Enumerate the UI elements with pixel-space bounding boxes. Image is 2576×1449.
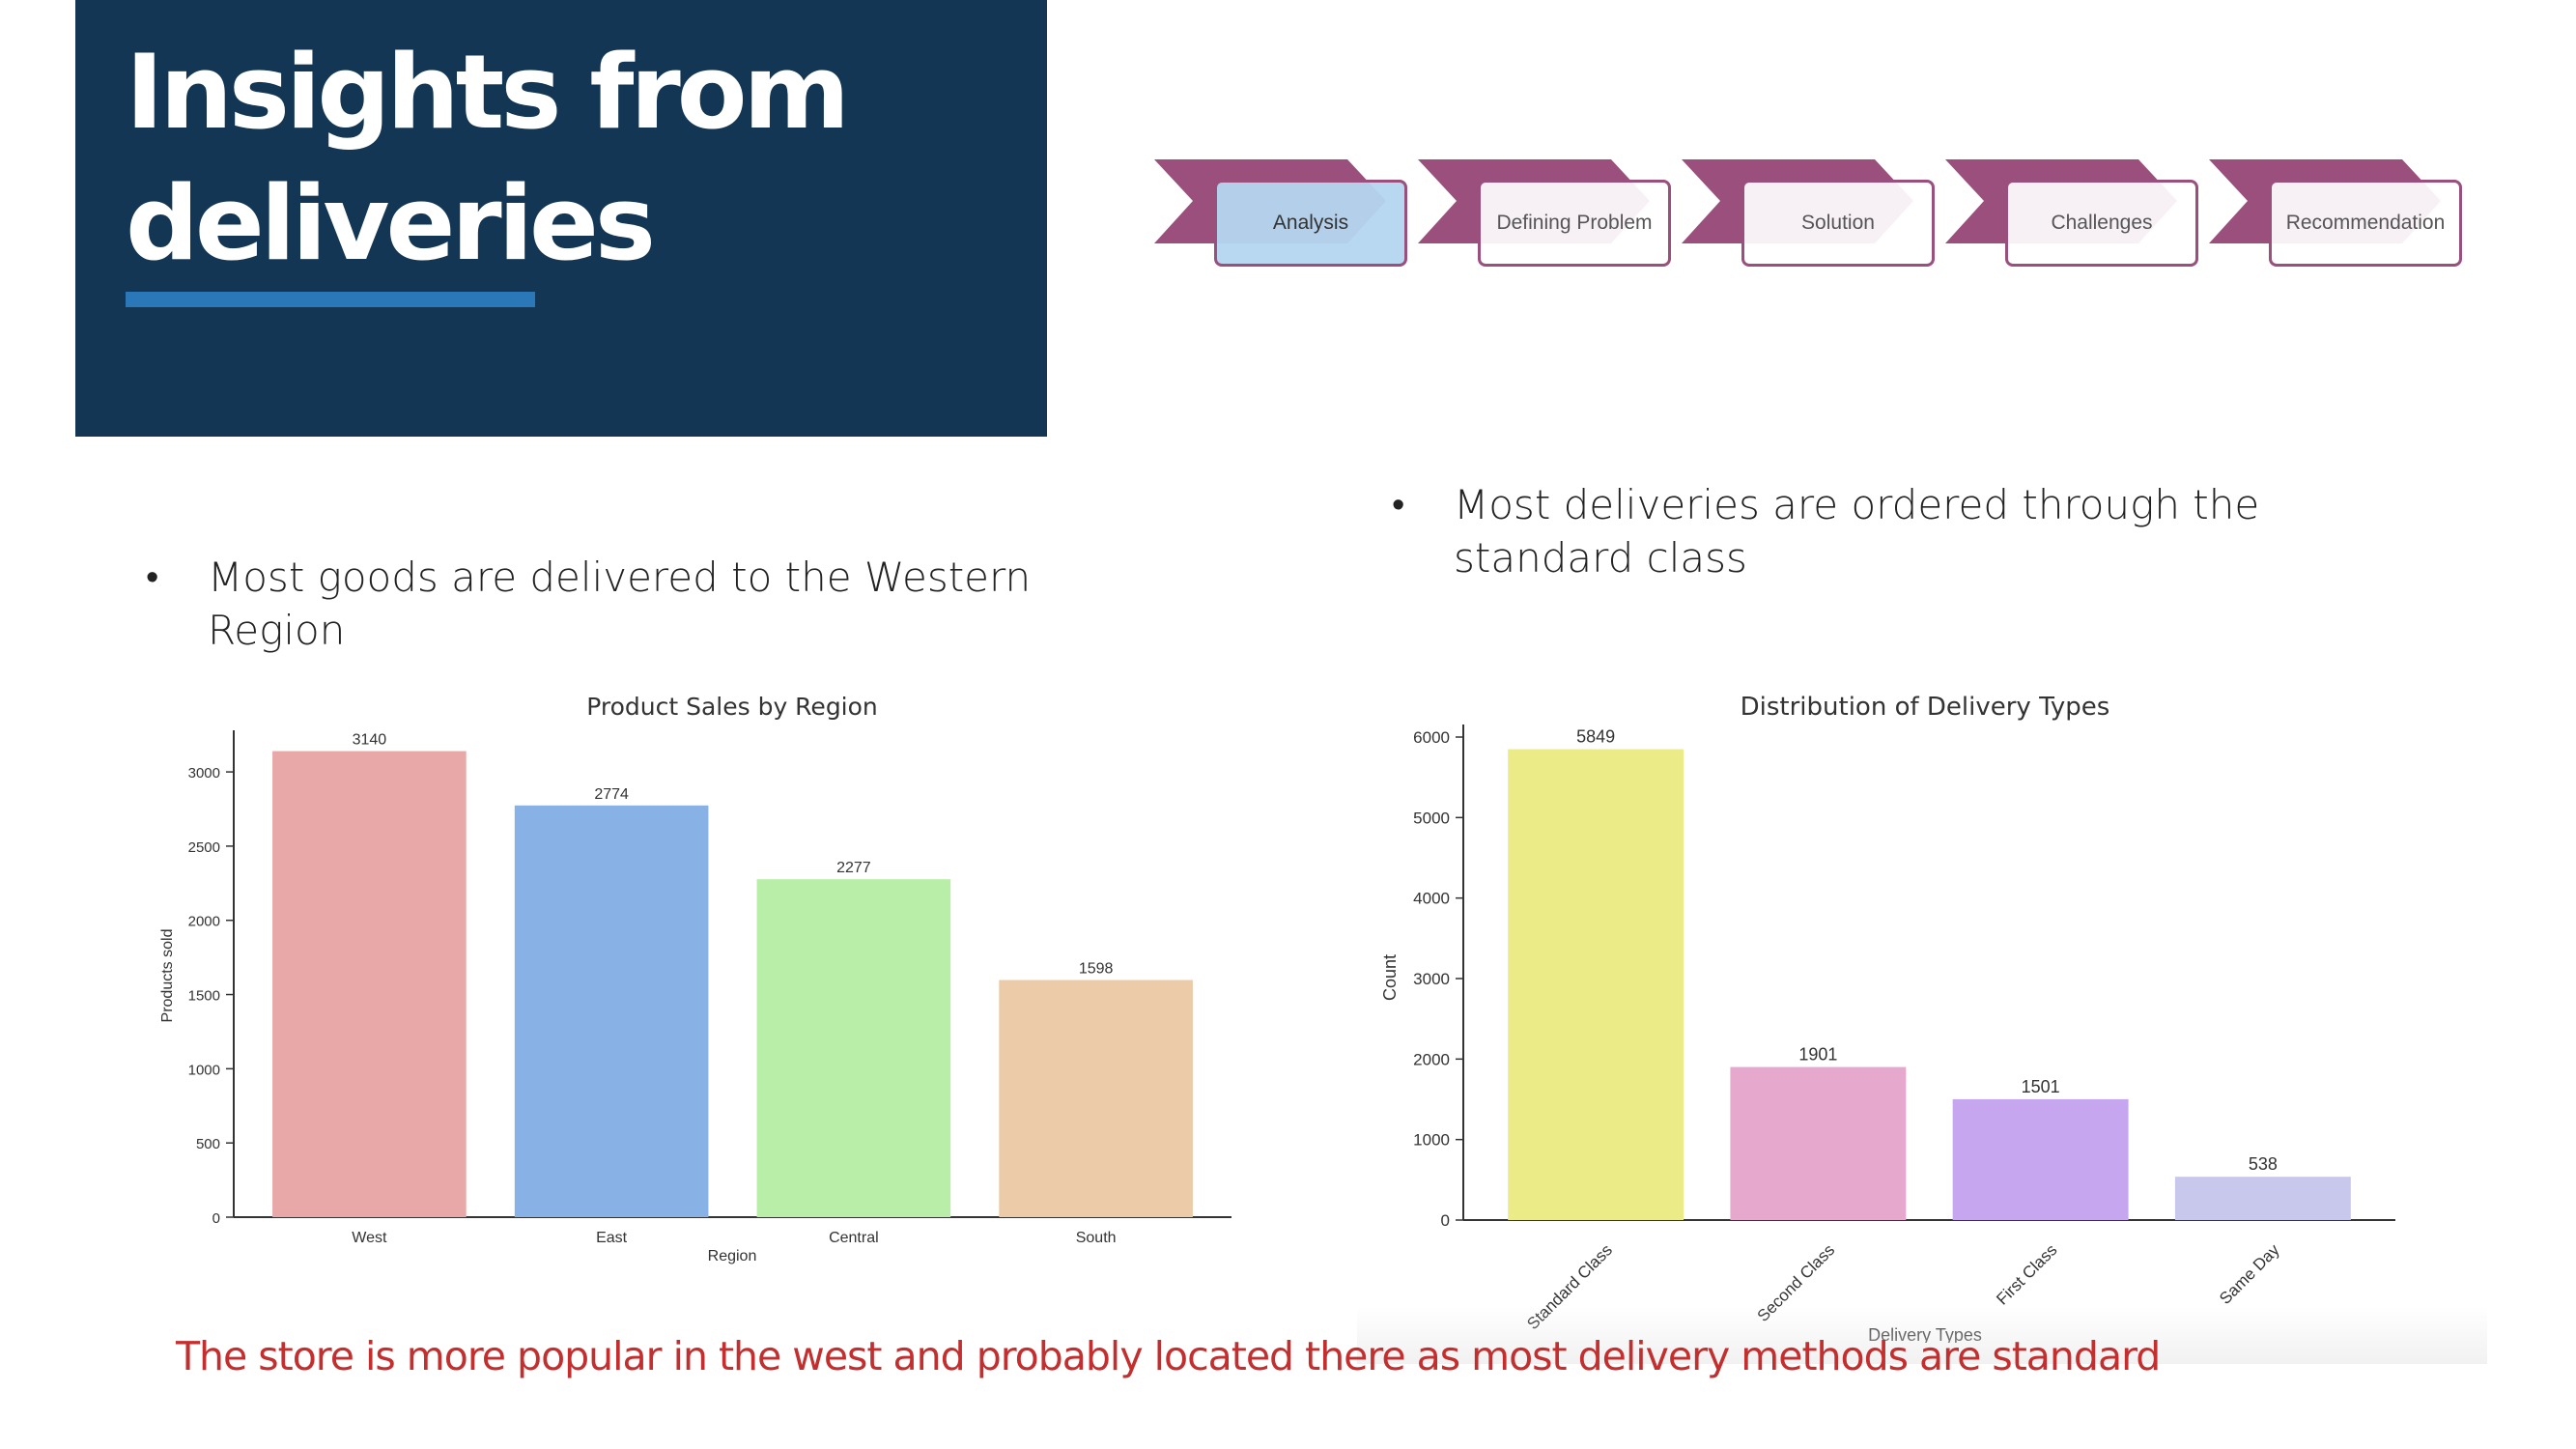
y-tick-label: 2500	[188, 839, 220, 856]
y-tick-label: 2000	[188, 914, 220, 930]
process-step: Solution	[1741, 180, 1935, 267]
bar-value-label: 5849	[1576, 727, 1615, 747]
process-step: Recommendation	[2269, 180, 2462, 267]
title-line-1: Insights from	[126, 33, 850, 152]
y-axis-label: Count	[1380, 954, 1400, 1001]
y-tick-label: 1000	[188, 1062, 220, 1078]
bullet-left-text: Most goods are delivered to the Western …	[208, 554, 1032, 654]
bar	[1508, 749, 1684, 1220]
bar	[2174, 1177, 2351, 1220]
y-tick-label: 500	[196, 1136, 220, 1152]
y-tick-label: 0	[1441, 1211, 1450, 1230]
x-tick-label: East	[596, 1230, 628, 1246]
bar-value-label: 3140	[353, 732, 387, 749]
y-tick-label: 3000	[1413, 970, 1450, 988]
x-tick-label: Central	[829, 1230, 879, 1246]
conclusion-text: The store is more popular in the west an…	[176, 1333, 2161, 1379]
title-banner: Insights from deliveries	[75, 0, 1047, 437]
bullet-right: • Most deliveries are ordered through th…	[1392, 478, 2323, 584]
y-axis-label: Products sold	[159, 929, 176, 1023]
bar-value-label: 538	[2249, 1154, 2278, 1174]
bullet-right-text: Most deliveries are ordered through the …	[1454, 481, 2260, 582]
title-underline	[126, 292, 535, 307]
x-tick-label: Same Day	[2216, 1240, 2283, 1308]
title-line-2: deliveries	[126, 164, 656, 283]
bar-value-label: 1901	[1798, 1045, 1837, 1065]
bar-value-label: 2277	[836, 860, 871, 876]
bar-value-label: 1501	[2022, 1077, 2060, 1096]
bar	[1952, 1098, 2129, 1220]
bar	[514, 805, 709, 1217]
bullet-dot: •	[1392, 483, 1405, 526]
chart-distribution-of-delivery-types: Distribution of Delivery Types 0 1000 2000 3…	[1380, 693, 2395, 1343]
bar	[999, 980, 1193, 1217]
slide-title: Insights from deliveries	[126, 27, 850, 290]
chart-title: Distribution of Delivery Types	[1741, 693, 2110, 722]
chart-title: Product Sales by Region	[586, 693, 878, 721]
x-tick-label: First Class	[1993, 1240, 2060, 1308]
process-step: Analysis	[1214, 180, 1407, 267]
bar-value-label: 2774	[594, 786, 629, 803]
y-tick-label: 6000	[1413, 728, 1450, 747]
bullet-left: • Most goods are delivered to the Wester…	[146, 551, 1077, 657]
y-tick-label: 2000	[1413, 1050, 1450, 1068]
y-tick-label: 5000	[1413, 809, 1450, 827]
bar	[756, 879, 951, 1217]
x-tick-label: West	[352, 1230, 387, 1246]
process-step: Defining Problem	[1478, 180, 1671, 267]
y-tick-label: 0	[212, 1210, 220, 1227]
y-tick-label: 3000	[188, 765, 220, 781]
chart-bottom-fade	[1357, 1306, 2487, 1364]
process-step: Challenges	[2005, 180, 2198, 267]
bullet-dot: •	[146, 555, 159, 598]
process-flow: Analysis Defining Problem Solution Challeng…	[1154, 155, 2487, 280]
bar-value-label: 1598	[1079, 960, 1114, 977]
bar	[1730, 1066, 1907, 1220]
y-tick-label: 4000	[1413, 890, 1450, 908]
y-tick-label: 1000	[1413, 1131, 1450, 1150]
x-tick-label: South	[1076, 1230, 1117, 1246]
chart-product-sales-by-region: Product Sales by Region 0 500 1000 1500 2000 2…	[159, 693, 1231, 1264]
y-tick-label: 1500	[188, 988, 220, 1005]
bar	[272, 751, 467, 1217]
x-axis-label: Region	[708, 1248, 757, 1264]
